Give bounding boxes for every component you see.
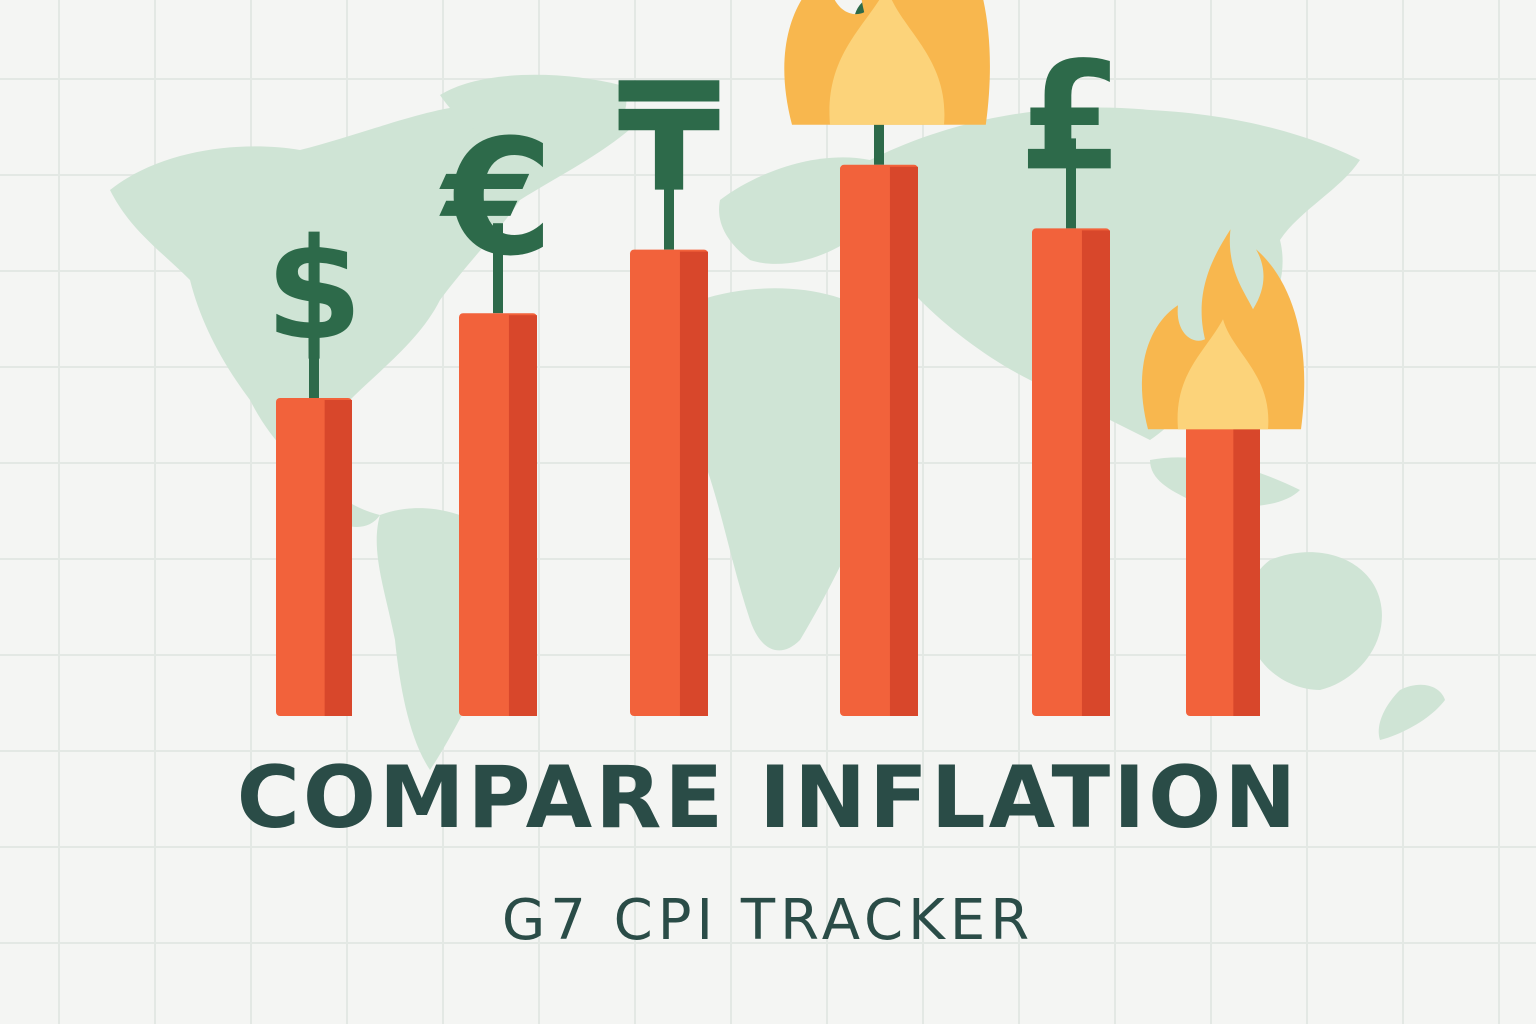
dollar-icon: $	[265, 209, 362, 372]
page-title: COMPARE INFLATION	[236, 748, 1300, 848]
euro-icon: €	[438, 104, 553, 291]
page-subtitle: G7 CPI TRACKER	[501, 888, 1035, 953]
bar-shade	[679, 251, 708, 716]
symbol-stem	[493, 223, 503, 314]
bar-shade	[324, 400, 352, 716]
flame-icon	[784, 0, 990, 125]
bar-1: $	[265, 209, 363, 716]
pound-icon: £	[1019, 30, 1123, 204]
bar-6	[1186, 419, 1260, 716]
bar-chart: $€₸££	[265, 0, 1305, 717]
bar-3: ₸	[617, 52, 721, 716]
bar-2: €	[438, 104, 554, 716]
symbol-stem	[664, 159, 674, 250]
bar-shade	[1081, 230, 1110, 716]
bar-shade	[1233, 421, 1260, 716]
symbol-stem	[309, 308, 319, 398]
bar-5: £	[1019, 30, 1123, 716]
symbol-stem	[1066, 138, 1076, 229]
tenge-icon: ₸	[617, 52, 721, 226]
bar-shade	[508, 315, 537, 716]
bar-shade	[889, 166, 918, 717]
flame-icon	[1141, 229, 1305, 430]
